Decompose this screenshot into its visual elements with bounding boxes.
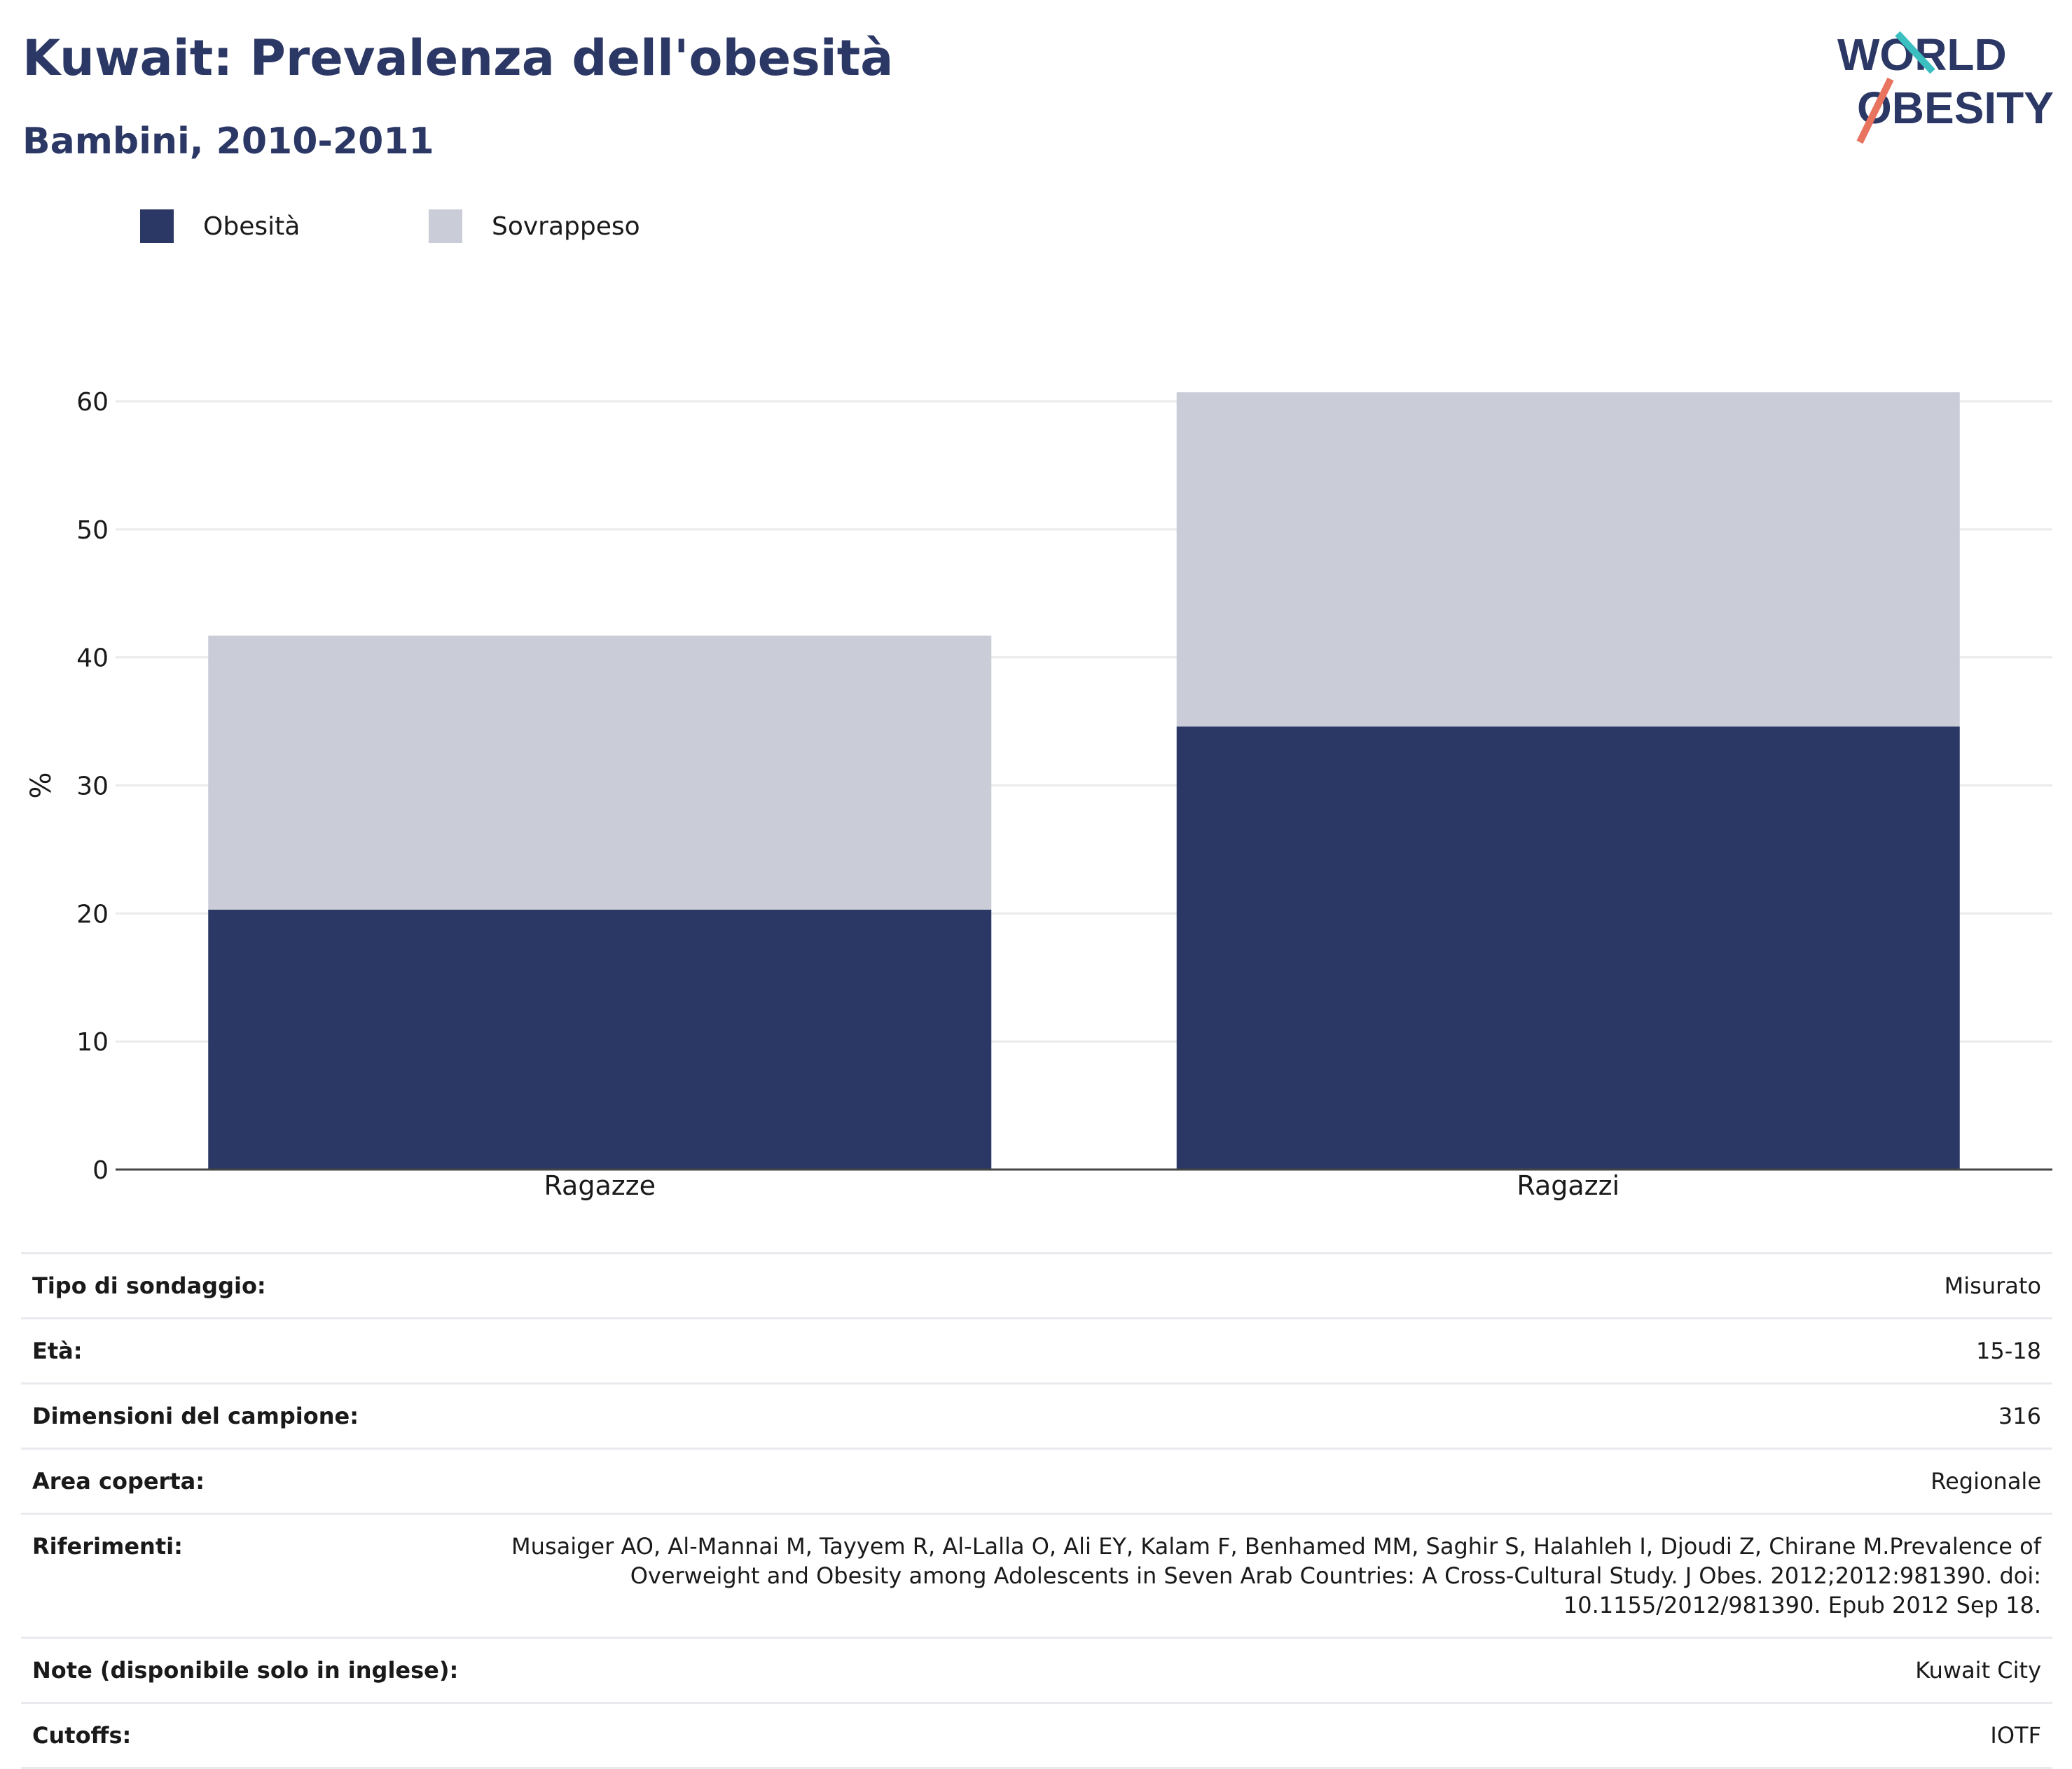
y-tick-label: 60 — [76, 388, 109, 417]
x-tick-label: Ragazzi — [1517, 1170, 1619, 1201]
logo-line1: WORLD — [1837, 29, 2007, 80]
logo-slash-teal — [1895, 31, 1935, 74]
info-value: Misurato — [492, 1252, 2052, 1319]
legend-item-obesity[interactable]: Obesità — [140, 208, 300, 244]
legend-swatch-obesity — [140, 209, 174, 243]
logo-line2: OBESITY — [1857, 83, 2054, 133]
info-value: 15-18 — [492, 1317, 2052, 1384]
logo-slash-coral — [1856, 77, 1894, 144]
bar-obesity-ragazzi — [1176, 726, 1960, 1170]
x-tick-label: Ragazze — [544, 1170, 656, 1201]
y-tick-label: 0 — [92, 1156, 109, 1185]
y-axis-label: % — [25, 772, 57, 798]
y-tick-label: 20 — [76, 900, 109, 929]
y-tick-label: 40 — [76, 644, 109, 673]
info-row: Età: 15-18 — [21, 1317, 2052, 1384]
info-row: Note (disponibile solo in inglese): Kuwai… — [21, 1637, 2052, 1703]
survey-info-table: Tipo di sondaggio: Misurato Età: 15-18 Dimen… — [21, 1252, 2052, 1769]
info-value: 316 — [492, 1382, 2052, 1449]
info-label: Area coperta: — [21, 1448, 492, 1514]
info-row: Cutoffs: IOTF — [21, 1702, 2052, 1769]
stacked-bar-chart: 0 10 20 30 40 50 60% Ragazze Ragazzi — [25, 388, 2052, 1201]
info-row: Riferimenti: Musaiger AO, Al-Mannai M, Ta… — [21, 1513, 2052, 1638]
legend-swatch-overweight — [429, 209, 462, 243]
info-value: Regionale — [492, 1448, 2052, 1514]
info-value: Kuwait City — [492, 1637, 2052, 1703]
info-value: Musaiger AO, Al-Mannai M, Tayyem R, Al-L… — [492, 1513, 2052, 1638]
info-label: Tipo di sondaggio: — [21, 1252, 492, 1319]
info-label: Età: — [21, 1317, 492, 1384]
world-obesity-logo: WORLD OBESITY — [1837, 29, 2054, 144]
info-label: Cutoffs: — [21, 1702, 492, 1769]
chart-subtitle: Bambini, 2010-2011 — [22, 120, 434, 162]
info-label: Dimensioni del campione: — [21, 1382, 492, 1449]
bar-overweight-ragazze — [208, 635, 992, 910]
info-label: Riferimenti: — [21, 1513, 492, 1638]
legend-item-overweight[interactable]: Sovrappeso — [429, 208, 640, 244]
info-row: Dimensioni del campione: 316 — [21, 1382, 2052, 1449]
y-tick-label: 30 — [76, 772, 109, 801]
y-tick-label: 50 — [76, 516, 109, 545]
info-value: IOTF — [492, 1702, 2052, 1769]
bar-obesity-ragazze — [208, 909, 992, 1170]
legend-label-overweight: Sovrappeso — [492, 211, 640, 241]
info-label: Note (disponibile solo in inglese): — [21, 1637, 492, 1703]
bar-overweight-ragazzi — [1176, 392, 1960, 727]
legend-label-obesity: Obesità — [203, 211, 301, 241]
info-row: Tipo di sondaggio: Misurato — [21, 1252, 2052, 1319]
y-tick-label: 10 — [76, 1028, 109, 1057]
chart-title: Kuwait: Prevalenza dell'obesità — [22, 29, 894, 87]
info-row: Area coperta: Regionale — [21, 1448, 2052, 1514]
